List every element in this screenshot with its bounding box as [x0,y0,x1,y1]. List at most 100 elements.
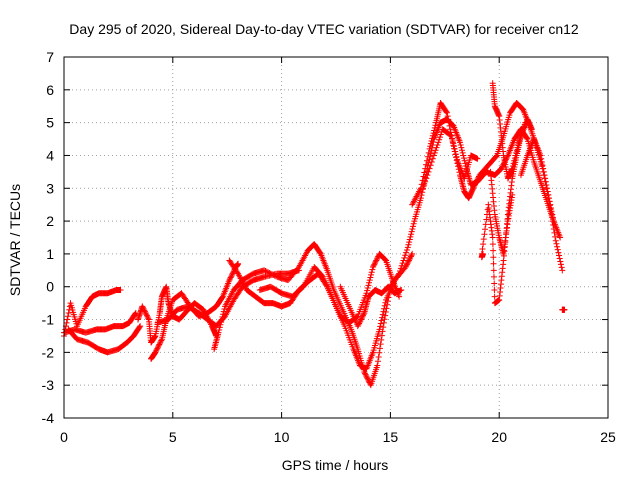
data-point [403,249,410,256]
data-point [542,175,549,182]
plot-frame [63,56,609,419]
data-point [407,254,414,261]
data-point [271,272,278,279]
data-point [355,321,362,328]
data-point [432,122,439,129]
data-point [142,309,149,316]
data-point [457,141,464,148]
chart-title: Day 295 of 2020, Sidereal Day-to-day VTE… [69,21,579,37]
data-point [377,341,384,348]
data-point [354,323,361,330]
data-point [152,349,159,356]
data-point [407,233,414,240]
data-point [546,198,553,205]
data-point [374,362,381,369]
x-axis-label: GPS time / hours [282,457,389,473]
data-point [361,370,368,377]
data-point [405,258,412,265]
data-point [511,157,518,164]
data-point [479,250,486,257]
data-point [374,254,381,261]
data-point [317,249,324,256]
data-point [365,282,372,289]
data-point [358,316,365,323]
data-point [380,324,387,331]
y-tick-label: -2 [42,344,55,360]
data-point [408,252,415,259]
data-point [557,234,564,241]
y-axis-label: SDTVAR / TECUs [7,184,23,296]
data-point [457,139,464,146]
data-point [429,155,436,162]
data-point [540,168,547,175]
data-point [443,109,450,116]
data-point [460,155,467,162]
data-point [218,319,225,326]
data-point [364,375,371,382]
data-point [473,178,480,185]
data-point [543,181,550,188]
data-point [427,162,434,169]
data-point [158,337,165,344]
data-point [426,165,433,172]
y-tick-label: -1 [42,312,55,328]
data-point [263,268,270,275]
data-point [450,143,457,150]
data-point [270,271,277,278]
data-point [514,144,521,151]
data-point [357,317,364,324]
data-point [504,153,511,160]
data-point [139,303,146,310]
data-point [421,181,428,188]
data-point [363,372,370,379]
data-point [423,157,430,164]
data-point [552,237,559,244]
data-point [417,195,424,202]
data-point [141,308,148,315]
data-point [220,308,227,315]
x-tick-label: 15 [383,429,399,445]
data-point [363,290,370,297]
data-point [474,155,481,162]
data-point [448,135,455,142]
data-point [549,214,556,221]
data-point [370,262,377,269]
data-point [482,226,489,233]
data-point [368,269,375,276]
data-point [547,201,554,208]
data-point [561,306,568,313]
data-point [472,180,479,187]
data-point [377,323,384,330]
data-point [430,130,437,137]
data-point [63,319,70,326]
data-point [489,241,496,248]
data-point [546,195,553,202]
data-point [480,241,487,248]
data-point [547,204,554,211]
data-point [356,319,363,326]
data-point [219,313,226,320]
data-point [475,174,482,181]
data-point [424,172,431,179]
data-point [364,285,371,292]
data-point [549,211,556,218]
data-point [228,273,235,280]
data-point [235,260,242,267]
data-point [434,141,441,148]
data-point [117,287,124,294]
data-point [540,165,547,172]
data-point [538,159,545,166]
y-tick-label: 3 [46,180,54,196]
data-point [449,138,456,145]
data-point [425,168,432,175]
data-point [409,250,416,257]
data-point [65,309,72,316]
data-point [490,267,497,274]
data-point [557,258,564,265]
data-point [220,311,227,318]
data-points [61,80,568,389]
data-point [445,116,452,123]
data-point [399,260,406,267]
data-point [140,306,147,313]
data-point [482,221,489,228]
